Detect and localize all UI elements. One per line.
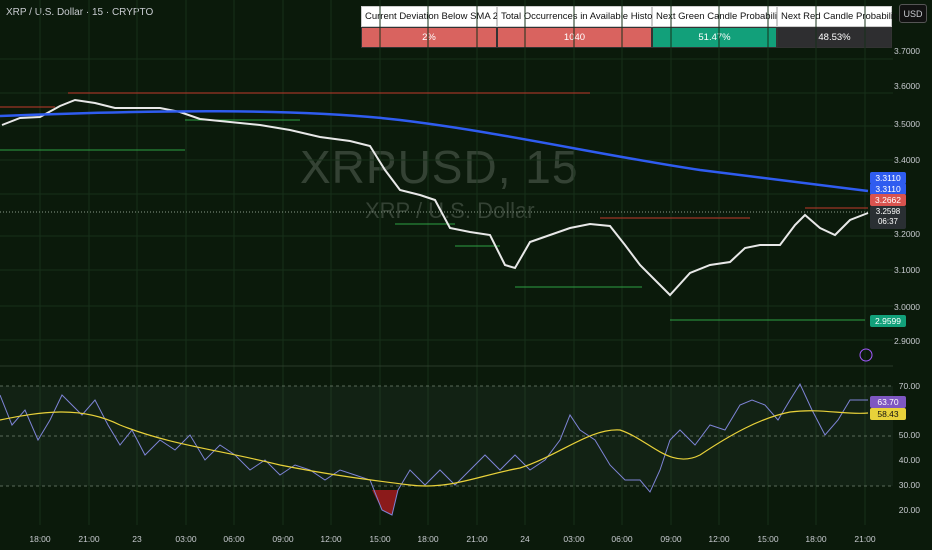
stats-value-deviation: 2% <box>361 27 497 48</box>
time-tick: 18:00 <box>29 534 51 544</box>
price-tick: 3.6000 <box>894 81 920 91</box>
time-tick: 18:00 <box>417 534 439 544</box>
rsi-ma-line <box>0 410 869 487</box>
rsi-tick: 50.00 <box>898 430 920 440</box>
price-series <box>1 98 869 297</box>
rsi-tick: 20.00 <box>898 505 920 515</box>
time-tick: 03:00 <box>563 534 585 544</box>
sma-200-line <box>0 109 869 193</box>
sma-price-badge: 3.3110 <box>870 183 906 195</box>
stats-header-red-prob: Next Red Candle Probability <box>777 6 900 27</box>
stats-table: Current Deviation Below SMA 200 Total Oc… <box>361 6 900 48</box>
time-tick: 21:00 <box>466 534 488 544</box>
price-tick: 3.4000 <box>894 155 920 165</box>
time-tick: 12:00 <box>320 534 342 544</box>
rsi-tick: 30.00 <box>898 480 920 490</box>
candle-countdown: 06:37 <box>877 217 899 226</box>
time-tick: 15:00 <box>369 534 391 544</box>
price-tick: 3.0000 <box>894 302 920 312</box>
time-tick: 15:00 <box>757 534 779 544</box>
sma-price-badge: 3.3110 <box>870 172 906 184</box>
current-price-badge: 3.2598 06:37 <box>870 206 906 229</box>
watermark-symbol: XRPUSD, 15 <box>300 141 579 193</box>
stats-value-red-prob: 48.53% <box>777 27 892 48</box>
watermark-name: XRP / U.S. Dollar <box>365 198 535 223</box>
time-tick: 03:00 <box>175 534 197 544</box>
price-tick: 3.2000 <box>894 229 920 239</box>
price-tick: 3.1000 <box>894 265 920 275</box>
symbol-title: XRP / U.S. Dollar · 15 · CRYPTO <box>6 7 154 18</box>
stats-value-green-prob: 51.47% <box>652 27 777 48</box>
current-price-value: 3.2598 <box>875 207 901 216</box>
time-tick: 12:00 <box>708 534 730 544</box>
time-tick: 21:00 <box>854 534 876 544</box>
time-tick: 21:00 <box>78 534 100 544</box>
time-tick: 06:00 <box>611 534 633 544</box>
stats-header-deviation: Current Deviation Below SMA 200 <box>361 6 509 27</box>
support-price-badge: 2.9599 <box>870 315 906 327</box>
rsi-oversold-fill <box>372 490 398 515</box>
time-tick: 18:00 <box>805 534 827 544</box>
rsi-value-badge: 63.70 <box>870 396 906 408</box>
time-tick: 24 <box>520 534 530 544</box>
time-tick: 23 <box>132 534 142 544</box>
resistance-price-badge: 3.2662 <box>870 194 906 206</box>
rsi-ma-value-badge: 58.43 <box>870 408 906 420</box>
reset-view-icon[interactable] <box>859 348 873 362</box>
time-tick: 09:00 <box>660 534 682 544</box>
currency-button[interactable]: USD <box>899 4 927 23</box>
rsi-line <box>0 382 868 516</box>
rsi-tick: 40.00 <box>898 455 920 465</box>
time-tick: 06:00 <box>223 534 245 544</box>
time-tick: 09:00 <box>272 534 294 544</box>
rsi-tick: 70.00 <box>898 381 920 391</box>
price-tick: 3.7000 <box>894 46 920 56</box>
price-tick: 3.5000 <box>894 119 920 129</box>
stats-header-green-prob: Next Green Candle Probability <box>652 6 784 27</box>
price-tick: 2.9000 <box>894 336 920 346</box>
